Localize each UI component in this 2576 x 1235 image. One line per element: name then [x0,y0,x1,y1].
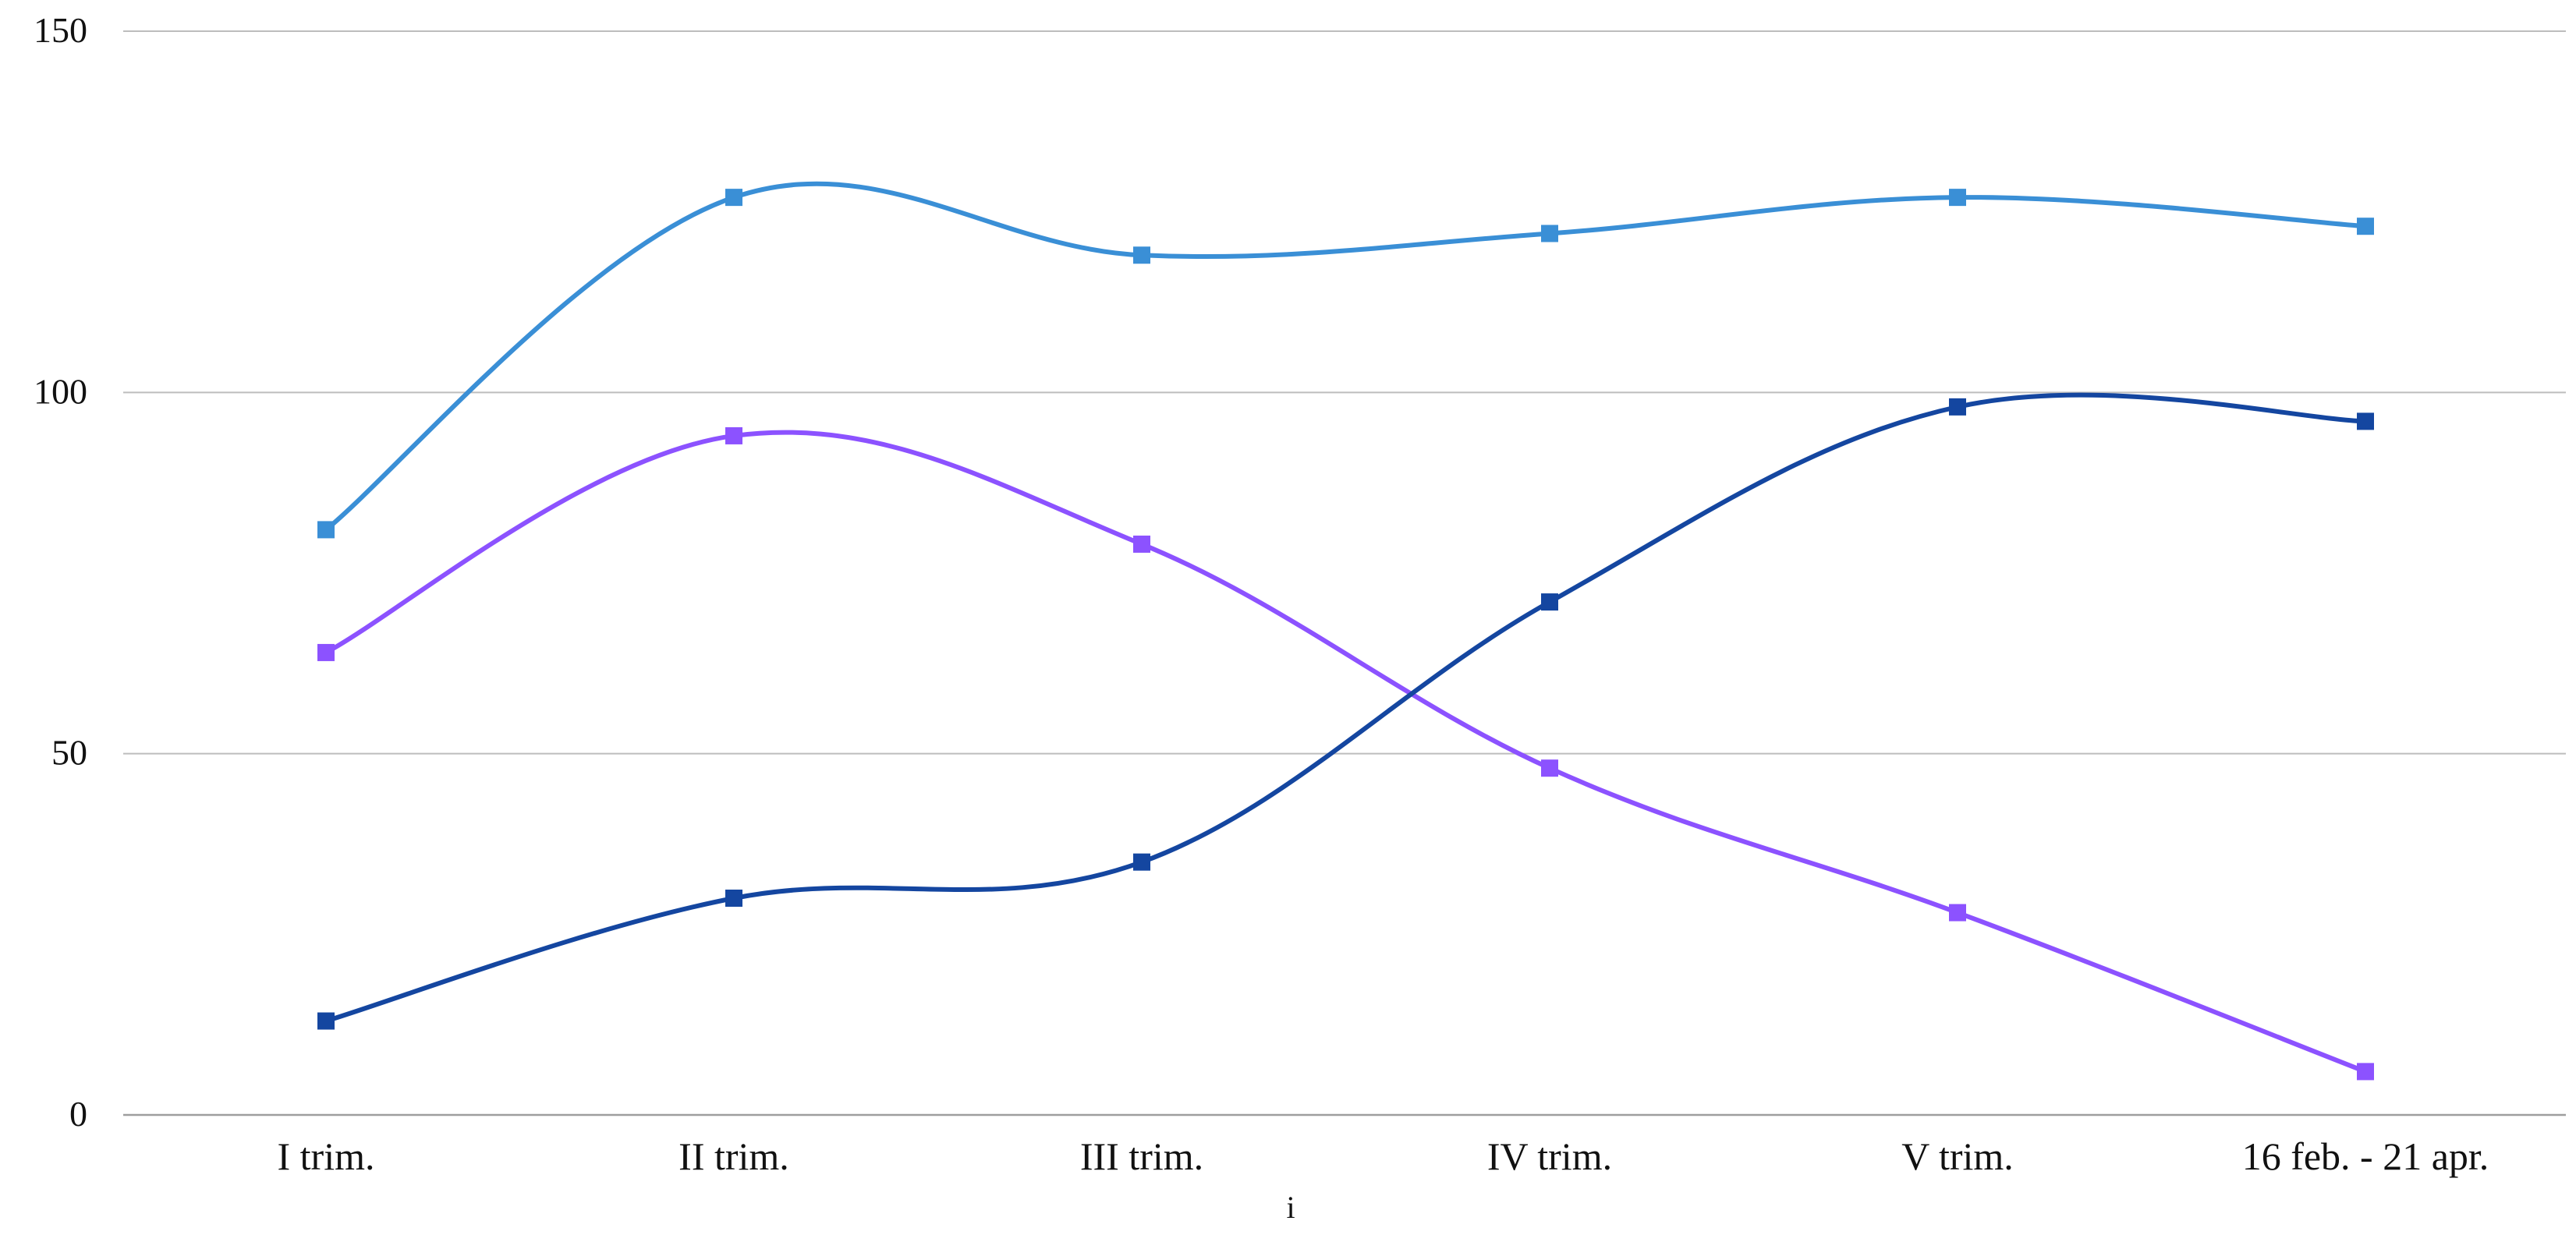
data-point-marker [1541,225,1558,242]
data-point-marker [1133,246,1150,264]
data-point-marker [1949,904,1966,922]
data-point-marker [725,426,742,444]
x-tick-label: IV trim. [1487,1134,1612,1178]
data-point-marker [1541,759,1558,777]
y-tick-label: 100 [34,371,87,411]
data-point-marker [1133,535,1150,553]
data-point-marker [2357,218,2374,235]
y-tick-label: 0 [69,1094,87,1134]
series-1 [317,181,2374,539]
data-point-marker [317,1012,335,1030]
data-point-marker [2357,1063,2374,1081]
data-point-marker [1949,398,1966,416]
data-point-marker [317,521,335,539]
series-2 [317,426,2374,1081]
data-point-marker [317,643,335,661]
x-tick-label: II trim. [679,1134,789,1178]
x-axis-title: i [1286,1190,1295,1225]
series-line [324,430,2368,1074]
x-tick-label: III trim. [1080,1134,1203,1178]
x-tick-label: 16 feb. - 21 apr. [2242,1134,2489,1178]
data-point-marker [725,189,742,207]
y-axis: 0 50 100 150 [34,10,87,1134]
grid-layer [123,30,2566,1116]
series-line [324,392,2368,1024]
series-3 [317,392,2374,1030]
series-line [324,181,2368,533]
x-tick-label: I trim. [278,1134,375,1178]
data-point-marker [1541,593,1558,611]
y-tick-label: 150 [34,10,87,50]
x-axis: I trim. II trim. III trim. IV trim. V trim. 1… [278,1134,2489,1178]
data-point-marker [1949,189,1966,207]
y-tick-label: 50 [51,733,87,773]
data-point-marker [2357,412,2374,430]
data-point-marker [1133,853,1150,871]
series-layer [317,181,2374,1081]
x-tick-label: V trim. [1901,1134,2014,1178]
data-point-marker [725,890,742,907]
